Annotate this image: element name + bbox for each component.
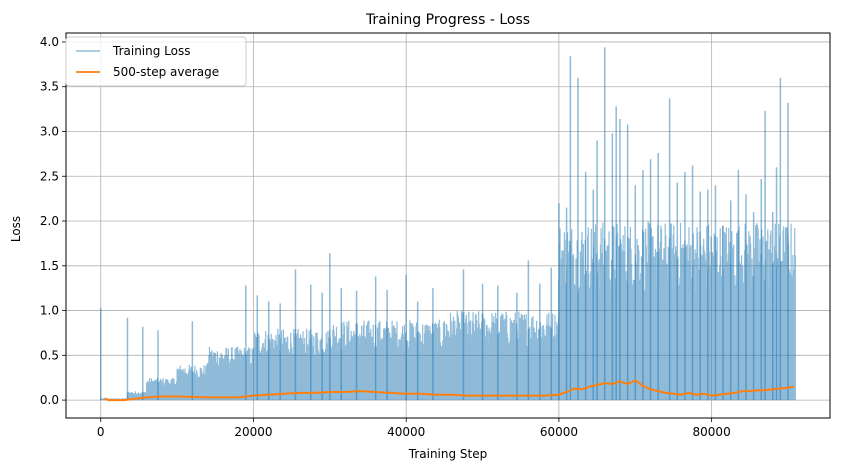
y-tick-label: 0.0 bbox=[40, 393, 59, 407]
y-tick-label: 2.0 bbox=[40, 214, 59, 228]
training-loss-series bbox=[99, 47, 796, 401]
x-tick-label: 60000 bbox=[540, 425, 578, 439]
y-tick-label: 2.5 bbox=[40, 169, 59, 183]
average-series bbox=[104, 379, 795, 402]
x-tick-label: 80000 bbox=[693, 425, 731, 439]
y-tick-label: 3.0 bbox=[40, 124, 59, 138]
axis-ticks: 0 20000 40000 60000 80000 0.0 0.5 1.0 1.5 2.0 2.5 3… bbox=[40, 35, 731, 439]
x-tick-label: 40000 bbox=[387, 425, 425, 439]
x-tick-label: 0 bbox=[97, 425, 105, 439]
y-tick-label: 3.5 bbox=[40, 80, 59, 94]
plot-frame bbox=[65, 32, 831, 419]
legend-label-training-loss: Training Loss bbox=[112, 44, 190, 58]
x-tick-label: 20000 bbox=[234, 425, 272, 439]
legend: Training Loss 500-step average bbox=[65, 36, 247, 87]
y-axis-label: Loss bbox=[9, 216, 23, 242]
y-tick-label: 0.5 bbox=[40, 348, 59, 362]
x-axis-label: Training Step bbox=[408, 447, 488, 461]
y-tick-label: 1.5 bbox=[40, 259, 59, 273]
chart-title: Training Progress - Loss bbox=[365, 12, 530, 28]
legend-box bbox=[65, 36, 247, 87]
y-tick-label: 4.0 bbox=[40, 35, 59, 49]
y-tick-label: 1.0 bbox=[40, 304, 59, 318]
average-line bbox=[104, 379, 795, 402]
legend-label-average: 500-step average bbox=[113, 65, 219, 79]
